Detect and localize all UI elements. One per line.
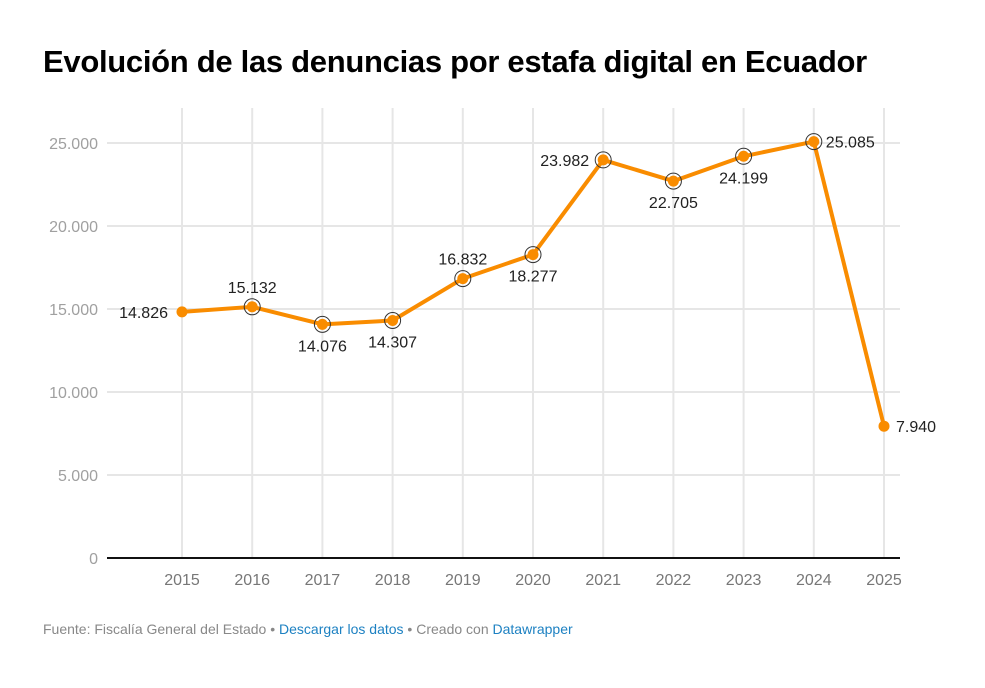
x-tick-label: 2015: [164, 572, 200, 589]
datawrapper-link[interactable]: Datawrapper: [492, 621, 573, 637]
y-tick-label: 15.000: [49, 302, 98, 319]
data-labels: 14.826 15.132 14.076 14.307 16.832 18.277 23.9…: [119, 135, 936, 437]
x-tick-label: 2025: [866, 572, 902, 589]
chart-footer: Fuente: Fiscalía General del Estado • De…: [43, 621, 573, 637]
x-tick-label: 2022: [656, 572, 692, 589]
chart-title: Evolución de las denuncias por estafa di…: [43, 44, 867, 79]
data-point-highlight-ring: [664, 172, 682, 190]
data-label: 7.940: [896, 419, 936, 436]
grid-lines: [107, 108, 900, 558]
download-data-link[interactable]: Descargar los datos: [279, 621, 404, 637]
y-axis: 0 5.000 10.000 15.000 20.000 25.000: [49, 136, 98, 568]
data-label: 18.277: [509, 269, 558, 286]
data-point[interactable]: [176, 306, 188, 318]
x-tick-label: 2020: [515, 572, 551, 589]
y-tick-label: 20.000: [49, 219, 98, 236]
data-label: 14.826: [119, 305, 168, 322]
data-label: 14.076: [298, 338, 347, 355]
data-point[interactable]: [878, 420, 890, 432]
data-point[interactable]: [457, 273, 469, 285]
data-point[interactable]: [527, 249, 539, 261]
data-label: 23.982: [540, 153, 589, 170]
data-point-highlight-ring: [735, 147, 753, 165]
y-tick-label: 5.000: [58, 468, 98, 485]
data-point-highlight-ring: [243, 298, 261, 316]
data-point[interactable]: [597, 154, 609, 166]
data-point-highlight-ring: [313, 315, 331, 333]
data-label: 14.307: [368, 335, 417, 352]
data-label: 22.705: [649, 195, 698, 212]
x-tick-label: 2017: [305, 572, 341, 589]
x-tick-label: 2021: [585, 572, 621, 589]
data-point[interactable]: [738, 150, 750, 162]
created-with-text: Creado con: [416, 621, 489, 637]
data-series: [176, 133, 890, 432]
source-text: Fuente: Fiscalía General del Estado: [43, 621, 267, 637]
y-tick-label: 0: [89, 551, 98, 568]
x-tick-label: 2018: [375, 572, 411, 589]
data-point[interactable]: [316, 318, 328, 330]
separator: •: [403, 621, 417, 637]
data-label: 16.832: [438, 252, 487, 269]
data-point-highlight-ring: [454, 270, 472, 288]
data-point-highlight-ring: [805, 133, 823, 151]
data-point-highlight-ring: [594, 151, 612, 169]
data-point-highlight-ring: [524, 246, 542, 264]
separator: •: [266, 621, 280, 637]
data-label: 15.132: [228, 280, 277, 297]
data-point-highlight-ring: [384, 312, 402, 330]
x-axis: 2015 2016 2017 2018 2019 2020 2021 2022 2023 2024…: [107, 557, 902, 589]
x-tick-label: 2023: [726, 572, 762, 589]
y-tick-label: 10.000: [49, 385, 98, 402]
x-tick-label: 2016: [234, 572, 270, 589]
x-tick-label: 2024: [796, 572, 832, 589]
data-label: 25.085: [826, 135, 875, 152]
y-tick-label: 25.000: [49, 136, 98, 153]
data-point[interactable]: [387, 315, 399, 327]
x-tick-label: 2019: [445, 572, 481, 589]
data-label: 24.199: [719, 170, 768, 187]
data-point[interactable]: [667, 175, 679, 187]
data-point[interactable]: [808, 136, 820, 148]
data-point[interactable]: [246, 301, 258, 313]
